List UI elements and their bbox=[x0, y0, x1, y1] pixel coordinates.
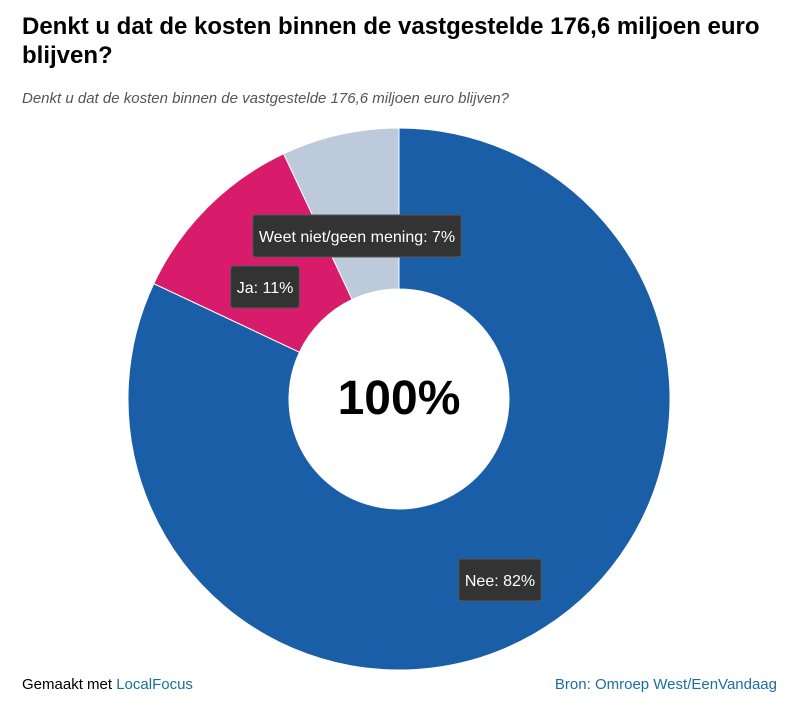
footer-source[interactable]: Bron: Omroep West/EenVandaag bbox=[554, 676, 777, 693]
slice-data-label-box bbox=[252, 214, 462, 258]
localfocus-link[interactable]: LocalFocus bbox=[116, 676, 193, 693]
slice-data-label: Weet niet/geen mening: 7% bbox=[252, 214, 462, 258]
made-with-text: Gemaakt met bbox=[22, 676, 113, 693]
slice-data-label-text: Nee: 82% bbox=[465, 573, 535, 590]
slice-data-label-text: Weet niet/geen mening: 7% bbox=[259, 229, 455, 246]
slice-data-label-text: Ja: 11% bbox=[237, 280, 294, 297]
slice-data-label-box bbox=[458, 558, 542, 602]
donut-slice-nee[interactable] bbox=[127, 127, 671, 671]
chart-title: Denkt u dat de kosten binnen de vastgest… bbox=[22, 13, 760, 69]
center-total-label: 100% bbox=[338, 372, 461, 425]
slice-data-label: Nee: 82% bbox=[458, 558, 542, 602]
slice-data-label-box bbox=[230, 265, 300, 309]
footer-made-with: Gemaakt met LocalFocus bbox=[22, 676, 193, 693]
chart-subtitle: Denkt u dat de kosten binnen de vastgest… bbox=[22, 90, 509, 107]
slice-data-label: Ja: 11% bbox=[230, 265, 300, 309]
